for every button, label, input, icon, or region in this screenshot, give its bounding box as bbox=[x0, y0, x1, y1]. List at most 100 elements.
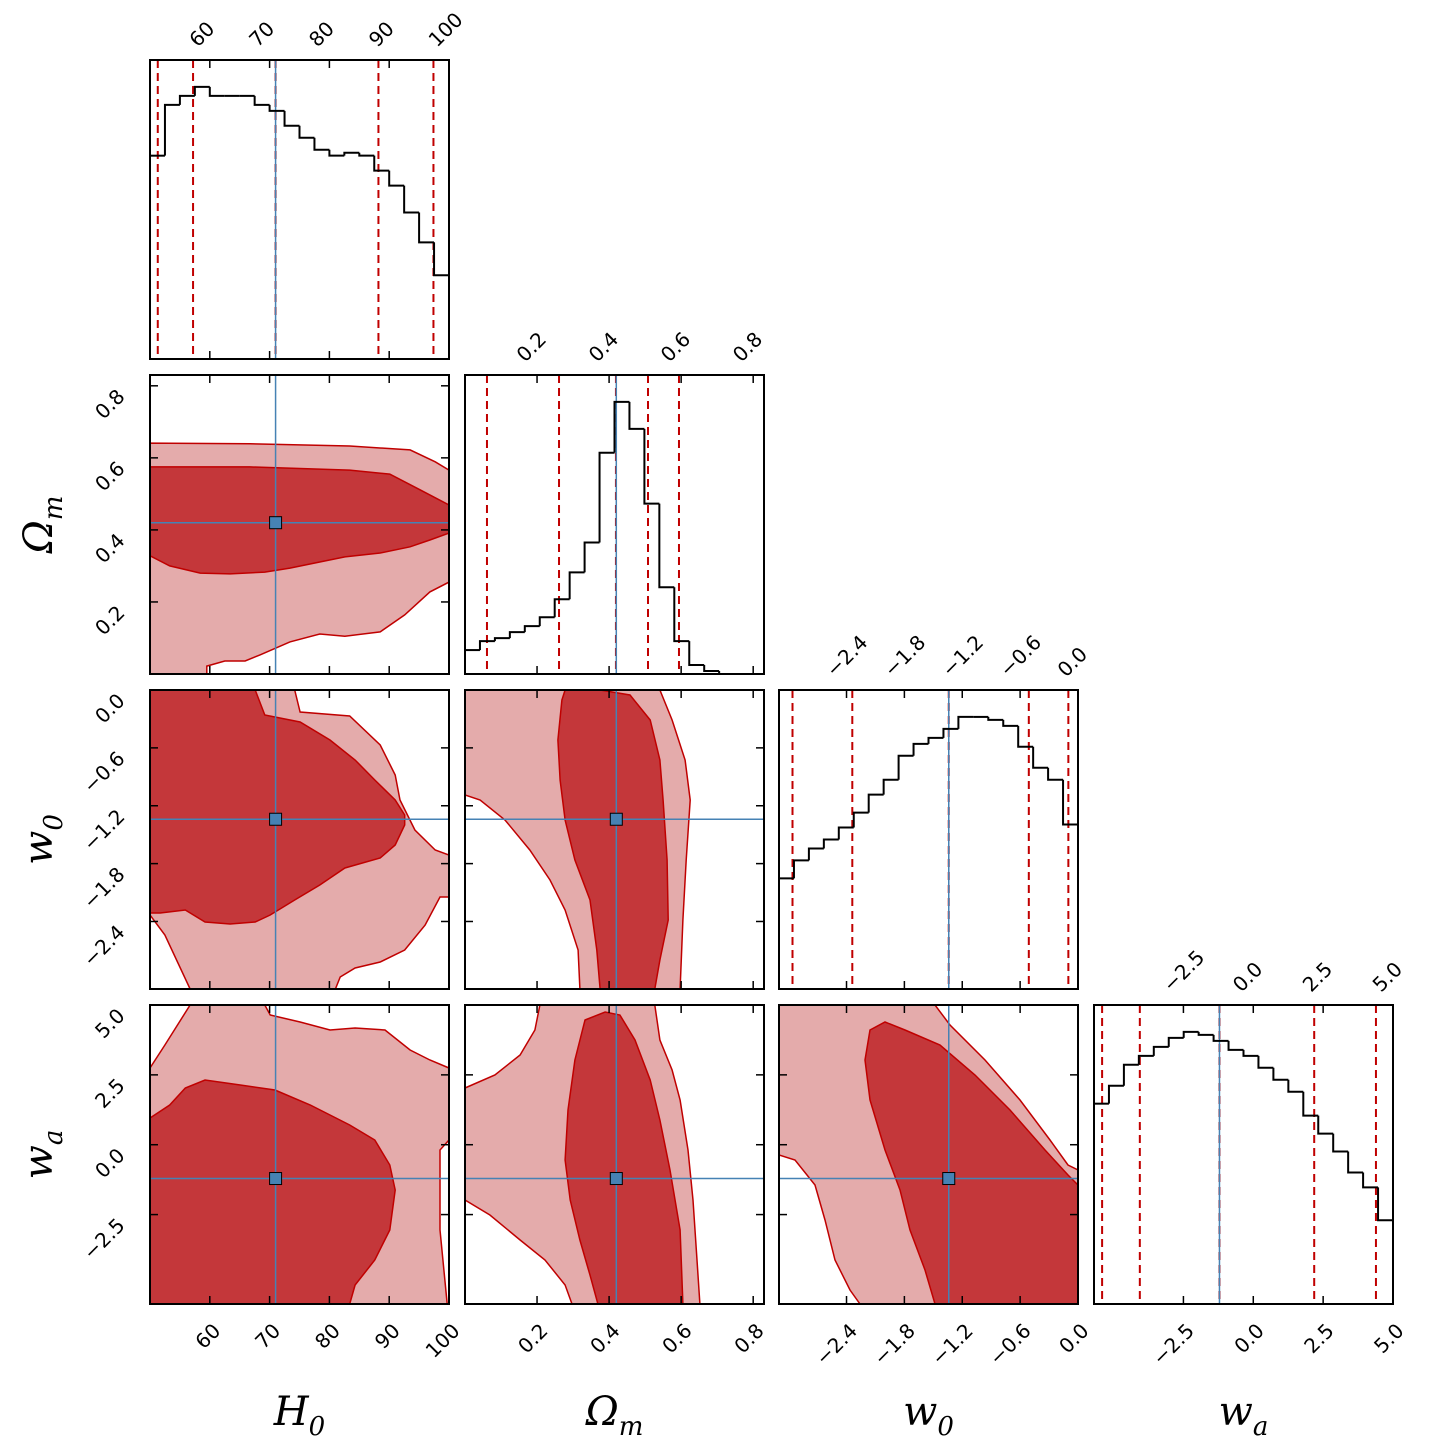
y-tick-label: −2.5 bbox=[78, 1213, 129, 1264]
y-tick-label: 0.4 bbox=[90, 528, 129, 567]
hist-step bbox=[1017, 725, 1034, 748]
top-tick-label: −2.4 bbox=[821, 630, 872, 681]
x-tick-label: 0.8 bbox=[729, 1319, 768, 1358]
truth-marker bbox=[269, 812, 283, 826]
x-tick-label: 0.6 bbox=[657, 1319, 696, 1358]
truth-marker bbox=[269, 516, 283, 530]
hist-step bbox=[358, 152, 375, 157]
panel-frame bbox=[464, 374, 765, 675]
hist-step bbox=[193, 85, 210, 96]
x-tick-label: 0.0 bbox=[1229, 1319, 1268, 1358]
panel-frame bbox=[149, 374, 450, 675]
hist-step bbox=[1347, 1151, 1364, 1174]
hist-step bbox=[1062, 779, 1078, 826]
panel-frame bbox=[778, 1004, 1079, 1305]
panel-frame bbox=[149, 59, 450, 360]
hist-step bbox=[1152, 1045, 1169, 1056]
top-tick-label: 80 bbox=[304, 17, 339, 52]
hist-step bbox=[897, 754, 914, 780]
hist-step bbox=[478, 640, 495, 651]
hist-step bbox=[403, 185, 420, 214]
y-axis-label: Ωm bbox=[16, 496, 69, 555]
hist-step bbox=[343, 151, 360, 156]
top-tick-label: 70 bbox=[244, 17, 279, 52]
hist-step bbox=[1197, 1031, 1214, 1036]
top-tick-label: 0.4 bbox=[584, 327, 623, 366]
hist-step bbox=[568, 571, 585, 600]
truth-marker bbox=[609, 812, 623, 826]
hist-step bbox=[508, 631, 525, 639]
hist-step bbox=[1272, 1067, 1289, 1081]
hist-step bbox=[718, 671, 735, 674]
hist-step bbox=[313, 137, 330, 151]
hist-step bbox=[807, 847, 824, 861]
hist-step bbox=[673, 587, 690, 643]
x-tick-label: −1.8 bbox=[869, 1319, 920, 1370]
x-tick-label: −2.5 bbox=[1148, 1319, 1199, 1370]
hist-step bbox=[1212, 1034, 1229, 1042]
hist-step bbox=[688, 641, 705, 667]
hist-step bbox=[882, 778, 899, 795]
y-tick-label: −1.8 bbox=[78, 862, 129, 913]
panel-frame bbox=[464, 1004, 765, 1305]
y-tick-label: −0.6 bbox=[78, 746, 129, 797]
hist-step bbox=[658, 503, 675, 589]
truth-marker bbox=[942, 1172, 956, 1186]
panel-frame bbox=[1093, 1004, 1394, 1305]
panel-frame bbox=[149, 689, 450, 990]
contour bbox=[864, 1021, 1078, 1304]
top-tick-label: 90 bbox=[364, 17, 399, 52]
x-tick-label: 0.4 bbox=[585, 1319, 624, 1358]
hist-step bbox=[1137, 1054, 1154, 1065]
y-tick-label: 0.8 bbox=[90, 384, 129, 423]
hist-step bbox=[1242, 1049, 1259, 1057]
y-axis-label: wa bbox=[16, 1130, 69, 1180]
hist-step bbox=[388, 170, 405, 187]
hist-step bbox=[1032, 746, 1049, 769]
hist-step bbox=[1317, 1115, 1334, 1135]
contour bbox=[557, 690, 669, 989]
hist-step bbox=[867, 793, 884, 813]
contour-panel bbox=[779, 1005, 1078, 1304]
hist-step bbox=[912, 742, 929, 756]
hist-step bbox=[703, 665, 720, 673]
contour-panel bbox=[465, 1005, 764, 1304]
y-tick-label: 0.0 bbox=[90, 689, 129, 728]
hist-step bbox=[538, 616, 555, 627]
top-tick-label: 0.0 bbox=[1228, 957, 1267, 996]
hist-step bbox=[493, 637, 510, 642]
hist-step bbox=[268, 104, 285, 112]
x-tick-label: 5.0 bbox=[1369, 1319, 1408, 1358]
hist-step bbox=[328, 149, 345, 157]
hist-step bbox=[253, 95, 270, 106]
top-tick-label: 60 bbox=[184, 17, 219, 52]
x-tick-label: 0.2 bbox=[513, 1319, 552, 1358]
top-tick-label: 0.6 bbox=[656, 327, 695, 366]
x-tick-label: −1.2 bbox=[926, 1319, 977, 1370]
hist-step bbox=[598, 451, 615, 543]
top-tick-label: 0.2 bbox=[512, 327, 551, 366]
x-tick-label: −0.6 bbox=[984, 1319, 1035, 1370]
hist-step bbox=[523, 625, 540, 633]
hist-step bbox=[957, 715, 974, 729]
x-axis-label: H0 bbox=[273, 1389, 325, 1442]
hist-step bbox=[433, 242, 449, 277]
hist-step bbox=[283, 110, 300, 127]
hist-step bbox=[1047, 767, 1064, 781]
hist-step bbox=[1287, 1079, 1304, 1093]
histogram bbox=[465, 375, 764, 674]
top-tick-label: −2.5 bbox=[1158, 945, 1209, 996]
y-tick-label: −1.2 bbox=[78, 804, 129, 855]
hist-step bbox=[1227, 1040, 1244, 1051]
panel-frame bbox=[778, 689, 1079, 990]
hist-step bbox=[163, 103, 180, 156]
hist-step bbox=[792, 859, 809, 879]
hist-step bbox=[583, 541, 600, 573]
hist-step bbox=[837, 826, 854, 840]
histogram bbox=[150, 60, 449, 359]
top-tick-label: 0.0 bbox=[1053, 642, 1092, 681]
hist-step bbox=[1257, 1055, 1274, 1069]
y-tick-label: 0.6 bbox=[90, 456, 129, 495]
histogram bbox=[1094, 1005, 1393, 1304]
hist-step bbox=[208, 86, 225, 97]
